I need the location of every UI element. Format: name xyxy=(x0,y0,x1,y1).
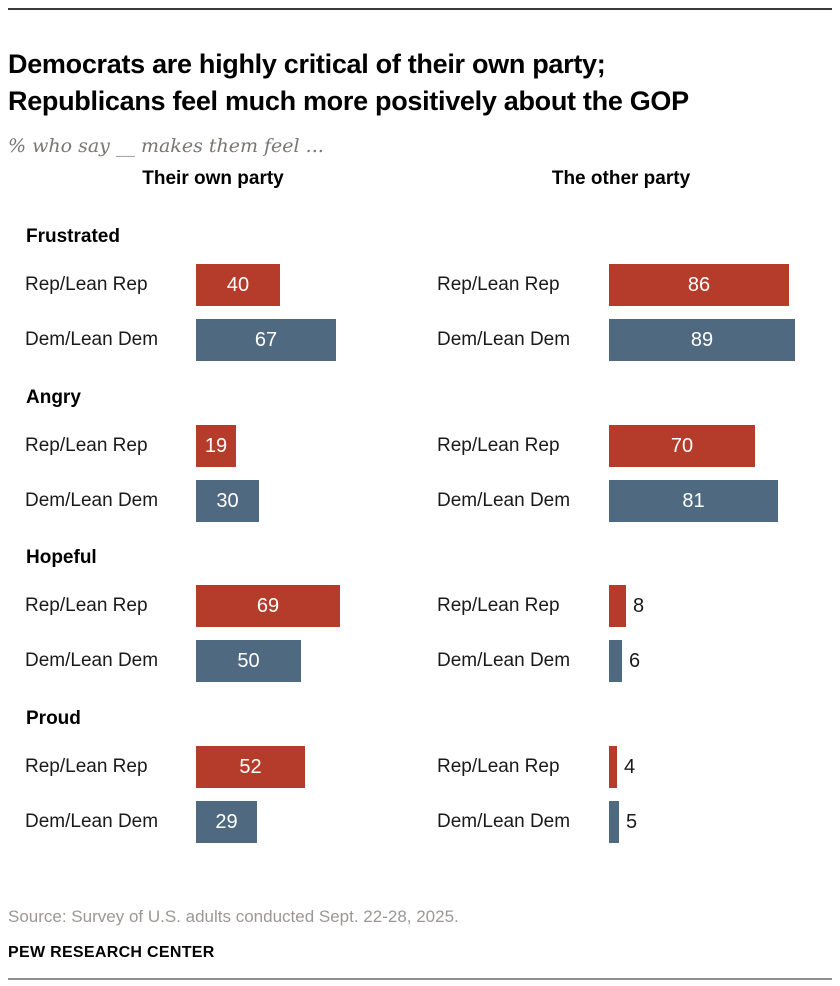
bar-value-label: 86 xyxy=(687,274,711,296)
bar-proud-other-rep: 4 xyxy=(609,746,635,788)
row-label-dem: Dem/Lean Dem xyxy=(25,490,159,511)
page-title: Democrats are highly critical of their o… xyxy=(8,46,828,120)
pew-research-center-wordmark: PEW RESEARCH CENTER xyxy=(8,944,215,961)
row-label-rep: Rep/Lean Rep xyxy=(25,756,148,777)
bar-value-label: 50 xyxy=(237,650,260,672)
bar-row-dem: Dem/Lean Dem 30 Dem/Lean Dem 81 xyxy=(0,480,840,522)
bar-angry-own-dem: 30 xyxy=(196,480,259,522)
bar-hopeful-other-rep: 8 xyxy=(609,585,644,627)
row-label-dem: Dem/Lean Dem xyxy=(437,650,571,671)
bar-angry-other-rep: 70 xyxy=(609,425,755,467)
bar-value-label: 19 xyxy=(204,435,228,457)
bar-value-label: 5 xyxy=(626,811,638,833)
bar-value-label: 8 xyxy=(633,595,645,617)
bar-row-rep: Rep/Lean Rep 52 Rep/Lean Rep 4 xyxy=(0,746,840,788)
top-divider xyxy=(8,8,832,10)
section-frustrated: Frustrated Rep/Lean Rep 40 Rep/Lean Rep … xyxy=(0,226,840,366)
source-note: Source: Survey of U.S. adults conducted … xyxy=(8,907,459,926)
bar-row-rep: Rep/Lean Rep 19 Rep/Lean Rep 70 xyxy=(0,425,840,467)
bar-value-label: 89 xyxy=(690,329,714,351)
bar-hopeful-other-dem: 6 xyxy=(609,640,640,682)
bar-value-label: 69 xyxy=(256,595,280,617)
row-label-rep: Rep/Lean Rep xyxy=(25,595,148,616)
bar-row-dem: Dem/Lean Dem 67 Dem/Lean Dem 89 xyxy=(0,319,840,361)
row-label-rep: Rep/Lean Rep xyxy=(437,595,560,616)
row-label-dem: Dem/Lean Dem xyxy=(437,811,571,832)
emotion-label-proud: Proud xyxy=(26,708,81,729)
row-label-dem: Dem/Lean Dem xyxy=(25,650,159,671)
bar-value-label: 52 xyxy=(239,756,262,778)
bar-value-label: 6 xyxy=(629,650,641,672)
column-header-other-party: The other party xyxy=(551,168,691,189)
row-label-rep: Rep/Lean Rep xyxy=(437,435,560,456)
emotion-label-angry: Angry xyxy=(26,387,81,408)
bar-angry-own-rep: 19 xyxy=(196,425,236,467)
bar-value-label: 81 xyxy=(682,490,705,512)
bar-value-label: 30 xyxy=(216,490,239,512)
bar-value-label: 29 xyxy=(215,811,238,833)
bar-frustrated-other-rep: 86 xyxy=(609,264,789,306)
bar-hopeful-own-rep: 69 xyxy=(196,585,340,627)
bar-angry-other-dem: 81 xyxy=(609,480,778,522)
bar-row-rep: Rep/Lean Rep 40 Rep/Lean Rep 86 xyxy=(0,264,840,306)
row-label-rep: Rep/Lean Rep xyxy=(25,274,148,295)
row-label-dem: Dem/Lean Dem xyxy=(437,490,571,511)
column-header-own-party: Their own party xyxy=(142,168,284,189)
row-label-dem: Dem/Lean Dem xyxy=(437,329,571,350)
bar-frustrated-own-rep: 40 xyxy=(196,264,280,306)
bar-proud-own-rep: 52 xyxy=(196,746,305,788)
row-label-dem: Dem/Lean Dem xyxy=(25,811,159,832)
title-line-1: Democrats are highly critical of their o… xyxy=(8,49,606,80)
bar-value-label: 70 xyxy=(670,435,694,457)
section-angry: Angry Rep/Lean Rep 19 Rep/Lean Rep 70 De… xyxy=(0,387,840,527)
row-label-rep: Rep/Lean Rep xyxy=(437,274,560,295)
bar-proud-other-dem: 5 xyxy=(609,801,637,843)
row-label-rep: Rep/Lean Rep xyxy=(437,756,560,777)
bar-row-rep: Rep/Lean Rep 69 Rep/Lean Rep 8 xyxy=(0,585,840,627)
bar-proud-own-dem: 29 xyxy=(196,801,257,843)
bar-frustrated-other-dem: 89 xyxy=(609,319,795,361)
section-proud: Proud Rep/Lean Rep 52 Rep/Lean Rep 4 Dem… xyxy=(0,708,840,848)
row-label-dem: Dem/Lean Dem xyxy=(25,329,159,350)
bar-value-label: 4 xyxy=(624,756,636,778)
emotion-label-hopeful: Hopeful xyxy=(26,547,97,568)
bar-frustrated-own-dem: 67 xyxy=(196,319,336,361)
bar-row-dem: Dem/Lean Dem 29 Dem/Lean Dem 5 xyxy=(0,801,840,843)
bar-row-dem: Dem/Lean Dem 50 Dem/Lean Dem 6 xyxy=(0,640,840,682)
row-label-rep: Rep/Lean Rep xyxy=(25,435,148,456)
bar-value-label: 67 xyxy=(254,329,278,351)
chart-subtitle: % who say __ makes them feel ... xyxy=(8,135,324,157)
section-hopeful: Hopeful Rep/Lean Rep 69 Rep/Lean Rep 8 D… xyxy=(0,547,840,687)
emotion-label-frustrated: Frustrated xyxy=(26,226,120,247)
bottom-divider xyxy=(8,978,832,980)
bar-value-label: 40 xyxy=(226,274,250,296)
bar-hopeful-own-dem: 50 xyxy=(196,640,301,682)
title-line-2: Republicans feel much more positively ab… xyxy=(8,86,689,117)
